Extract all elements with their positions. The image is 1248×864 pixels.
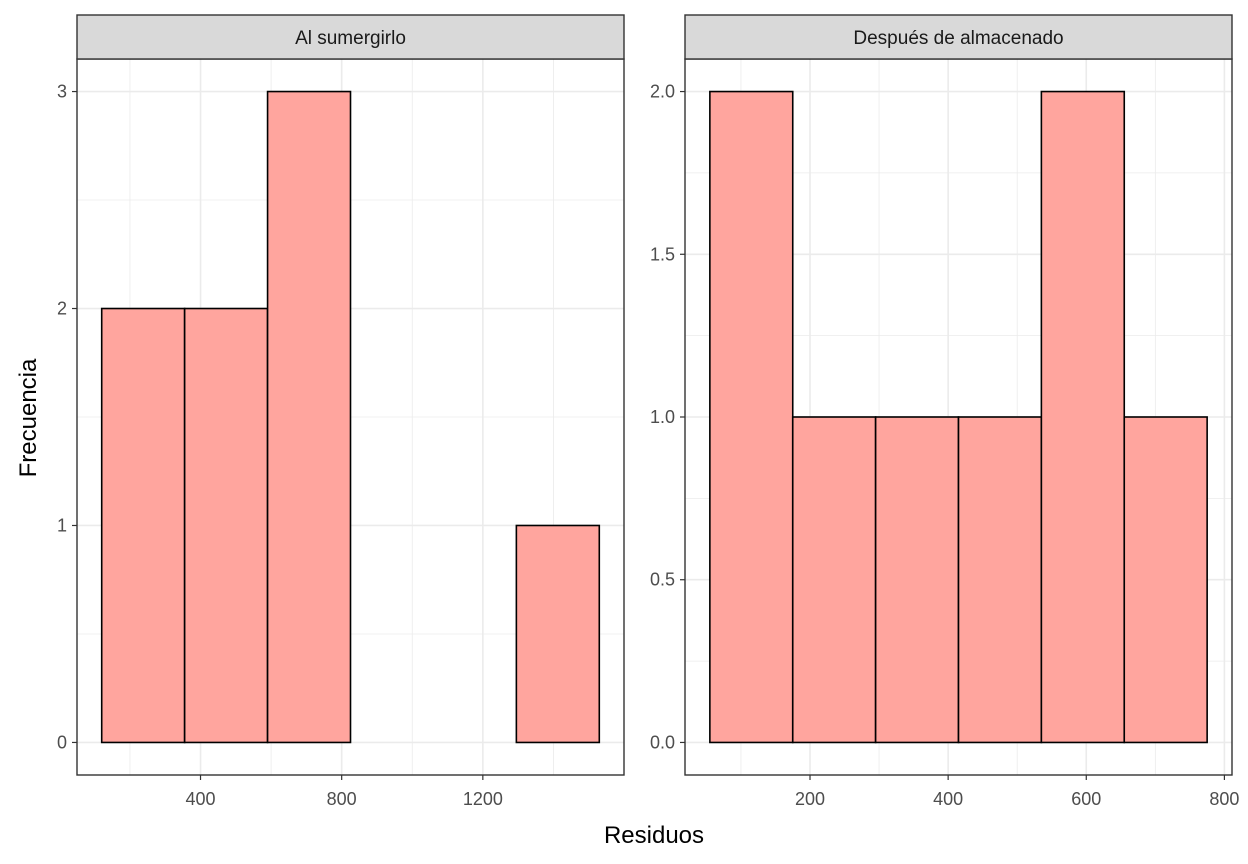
histogram-bar	[957, 416, 1043, 744]
histogram-bar	[1123, 416, 1208, 744]
x-tick-label: 800	[327, 789, 357, 809]
y-tick-label: 0.5	[650, 570, 675, 590]
y-tick-label: 3	[57, 82, 67, 102]
x-tick-label: 400	[933, 789, 963, 809]
histogram-bar	[874, 416, 960, 744]
histogram-bar	[791, 416, 877, 744]
histogram-bar	[709, 90, 794, 744]
x-tick-label: 800	[1209, 789, 1239, 809]
y-axis-title: Frecuencia	[15, 358, 42, 477]
x-tick-label: 400	[185, 789, 215, 809]
histogram-bar	[266, 90, 352, 744]
y-tick-label: 2	[57, 299, 67, 319]
y-tick-label: 1.5	[650, 244, 675, 264]
x-axis-title: Residuos	[604, 822, 704, 849]
x-tick-label: 600	[1071, 789, 1101, 809]
facet-panel: Después de almacenado 200 400 600 800 0.0 0.5 1…	[650, 14, 1239, 809]
facet-strip	[76, 14, 625, 60]
y-tick-label: 0.0	[650, 732, 675, 752]
y-tick-label: 1	[57, 515, 67, 535]
facet-strip	[684, 14, 1233, 60]
x-tick-label: 1200	[463, 789, 503, 809]
y-tick-label: 2.0	[650, 82, 675, 102]
histogram-bar	[183, 307, 269, 744]
facet-title: Después de almacenado	[853, 28, 1063, 49]
histogram-bar	[515, 524, 601, 744]
facet-title: Al sumergirlo	[295, 28, 406, 49]
histogram-bar	[1040, 90, 1126, 744]
y-tick-label: 1.0	[650, 407, 675, 427]
histogram-bar	[100, 307, 186, 744]
x-tick-label: 200	[795, 789, 825, 809]
facet-panel: Al sumergirlo 400 800 1200 0 1 2 3	[57, 14, 625, 809]
y-tick-label: 0	[57, 732, 67, 752]
